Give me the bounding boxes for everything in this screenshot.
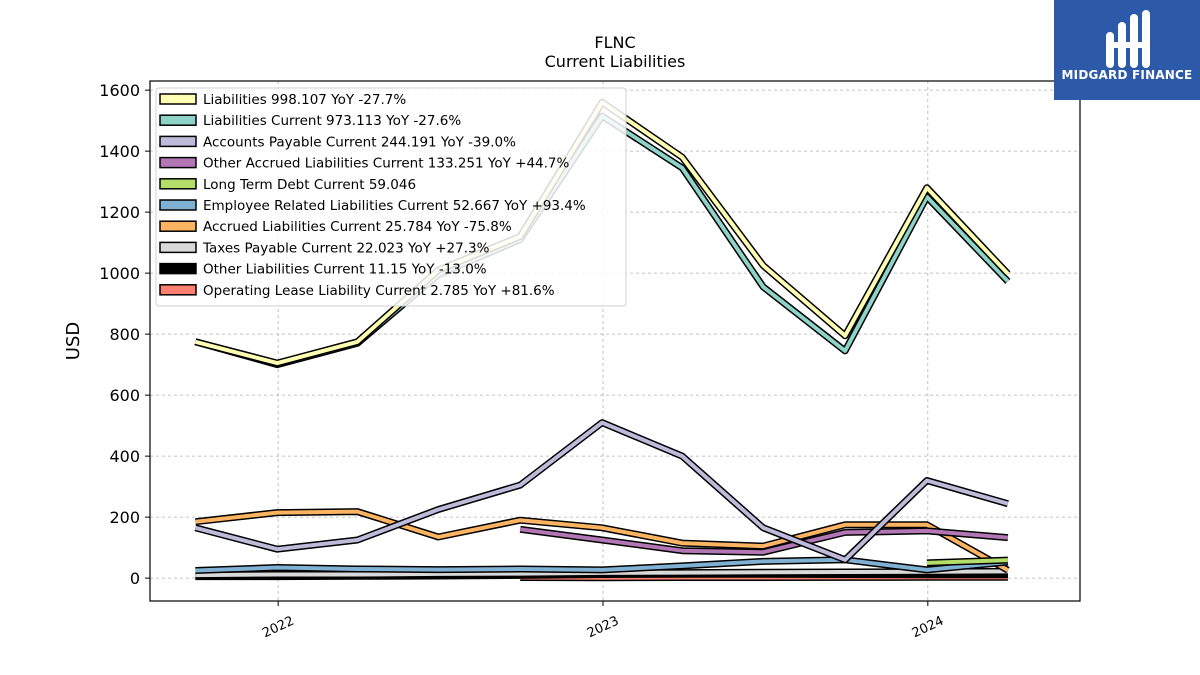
series-line-employee-related-liabilities-current bbox=[195, 557, 1009, 573]
x-tick-label: 2024 bbox=[910, 614, 946, 642]
brand-logo: MIDGARD FINANCE bbox=[1054, 0, 1200, 100]
x-tick-label: 2022 bbox=[260, 614, 296, 642]
legend-box bbox=[155, 87, 627, 307]
legend: Liabilities 998.107 YoY -27.7% Liabilitie… bbox=[155, 87, 627, 307]
y-axis-label: USD bbox=[63, 322, 84, 360]
y-tick-label: 1600 bbox=[99, 81, 140, 100]
chart-title: FLNC bbox=[594, 33, 635, 52]
legend-label-operating-lease-liability-current: Operating Lease Liability Current 2.785 … bbox=[203, 283, 555, 299]
y-tick-label: 1000 bbox=[99, 264, 140, 283]
legend-label-accrued-liabilities-current: Accrued Liabilities Current 25.784 YoY -… bbox=[203, 219, 512, 235]
legend-label-other-liabilities-current: Other Liabilities Current 11.15 YoY -13.… bbox=[203, 262, 487, 278]
legend-swatch-accounts-payable-current bbox=[159, 135, 197, 148]
y-tick-label: 600 bbox=[109, 386, 140, 405]
series-line-other-accrued-liabilities-current bbox=[519, 527, 1009, 555]
legend-swatch-operating-lease-liability-current bbox=[159, 284, 197, 296]
y-tick-label: 400 bbox=[109, 447, 140, 466]
y-tick-label: 1400 bbox=[99, 142, 140, 161]
series-layer bbox=[194, 98, 1011, 582]
legend-swatch-employee-related-liabilities-current bbox=[159, 199, 197, 211]
x-tick-label: 2023 bbox=[585, 614, 621, 642]
chart-subtitle: Current Liabilities bbox=[545, 52, 686, 71]
legend-label-employee-related-liabilities-current: Employee Related Liabilities Current 52.… bbox=[203, 198, 586, 214]
legend-swatch-other-accrued-liabilities-current bbox=[159, 156, 197, 169]
y-tick-label: 0 bbox=[130, 569, 140, 588]
y-axis: 0 200 400 600 800 1000 1200 1400 1600 bbox=[99, 81, 150, 588]
legend-swatch-liabilities-current bbox=[159, 114, 197, 126]
legend-swatch-taxes-payable-current bbox=[159, 241, 197, 254]
legend-swatch-liabilities bbox=[159, 93, 197, 105]
brand-mark-icon bbox=[1106, 10, 1150, 68]
legend-swatch-long-term-debt-current bbox=[159, 178, 197, 190]
brand-name: MIDGARD FINANCE bbox=[1061, 68, 1193, 82]
y-tick-label: 800 bbox=[109, 325, 140, 344]
legend-label-accounts-payable-current: Accounts Payable Current 244.191 YoY -39… bbox=[203, 134, 516, 150]
y-tick-label: 200 bbox=[109, 508, 140, 527]
legend-label-other-accrued-liabilities-current: Other Accrued Liabilities Current 133.25… bbox=[203, 156, 570, 172]
legend-label-long-term-debt-current: Long Term Debt Current 59.046 bbox=[203, 177, 416, 193]
legend-label-liabilities-current: Liabilities Current 973.113 YoY -27.6% bbox=[203, 113, 461, 129]
series-line-accounts-payable-current bbox=[194, 420, 1009, 562]
x-axis: 2022 2023 2024 bbox=[260, 601, 946, 641]
legend-label-liabilities: Liabilities 998.107 YoY -27.7% bbox=[203, 92, 406, 108]
series-line-long-term-debt-current bbox=[926, 558, 1008, 565]
legend-swatch-accrued-liabilities-current bbox=[159, 220, 197, 232]
y-tick-label: 1200 bbox=[99, 203, 140, 222]
legend-swatch-other-liabilities-current bbox=[159, 262, 197, 275]
legend-label-taxes-payable-current: Taxes Payable Current 22.023 YoY +27.3% bbox=[202, 240, 490, 256]
series-line-accrued-liabilities-current bbox=[195, 509, 1009, 572]
plot-frame bbox=[149, 80, 1081, 602]
